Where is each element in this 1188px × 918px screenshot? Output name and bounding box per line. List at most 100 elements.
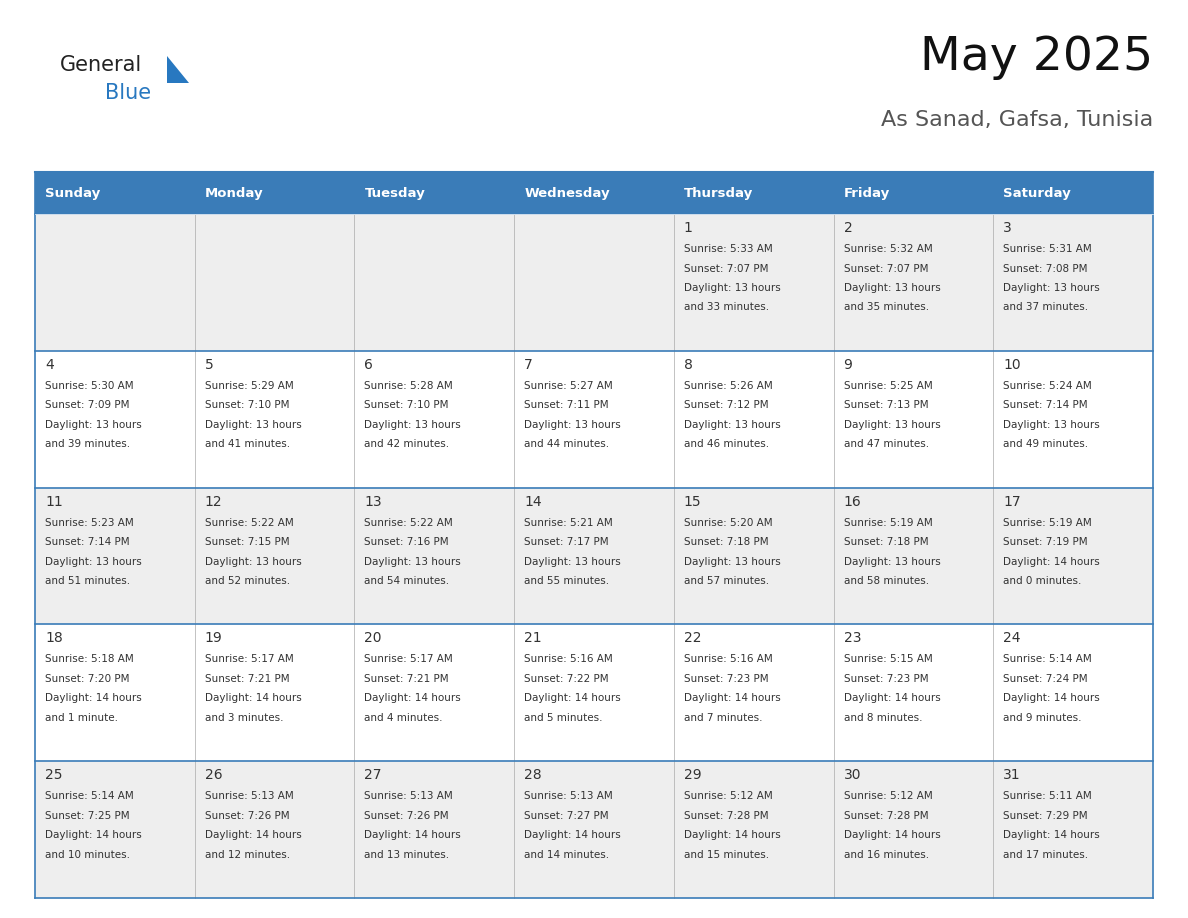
Text: Tuesday: Tuesday (365, 186, 425, 199)
Text: 29: 29 (684, 768, 701, 782)
Text: Daylight: 14 hours: Daylight: 14 hours (843, 693, 941, 703)
Bar (514, 172, 674, 214)
Text: Sunrise: 5:17 AM: Sunrise: 5:17 AM (365, 655, 453, 665)
Text: Sunset: 7:17 PM: Sunset: 7:17 PM (524, 537, 608, 547)
Text: Sunrise: 5:15 AM: Sunrise: 5:15 AM (843, 655, 933, 665)
Text: 14: 14 (524, 495, 542, 509)
Text: and 46 minutes.: and 46 minutes. (684, 440, 769, 449)
Text: Sunrise: 5:28 AM: Sunrise: 5:28 AM (365, 381, 453, 391)
Text: 7: 7 (524, 358, 533, 372)
Text: 17: 17 (1004, 495, 1020, 509)
Text: Daylight: 13 hours: Daylight: 13 hours (45, 420, 141, 430)
Text: Daylight: 13 hours: Daylight: 13 hours (684, 556, 781, 566)
Text: Sunset: 7:24 PM: Sunset: 7:24 PM (1004, 674, 1088, 684)
Text: Daylight: 13 hours: Daylight: 13 hours (204, 556, 302, 566)
Text: Sunset: 7:29 PM: Sunset: 7:29 PM (1004, 811, 1088, 821)
Text: Sunrise: 5:16 AM: Sunrise: 5:16 AM (524, 655, 613, 665)
Text: Sunset: 7:12 PM: Sunset: 7:12 PM (684, 400, 769, 410)
Text: 9: 9 (843, 358, 853, 372)
Text: Sunset: 7:18 PM: Sunset: 7:18 PM (843, 537, 928, 547)
Text: Sunset: 7:28 PM: Sunset: 7:28 PM (843, 811, 928, 821)
Text: Daylight: 14 hours: Daylight: 14 hours (684, 830, 781, 840)
Text: 26: 26 (204, 768, 222, 782)
Text: Daylight: 13 hours: Daylight: 13 hours (684, 283, 781, 293)
Text: and 10 minutes.: and 10 minutes. (45, 850, 129, 859)
Text: Daylight: 13 hours: Daylight: 13 hours (843, 420, 941, 430)
Text: Sunset: 7:23 PM: Sunset: 7:23 PM (684, 674, 769, 684)
Text: Sunrise: 5:25 AM: Sunrise: 5:25 AM (843, 381, 933, 391)
Bar (34, 487, 1154, 624)
Text: 20: 20 (365, 632, 381, 645)
Text: Sunrise: 5:12 AM: Sunrise: 5:12 AM (843, 791, 933, 801)
Text: Sunrise: 5:29 AM: Sunrise: 5:29 AM (204, 381, 293, 391)
Text: Monday: Monday (204, 186, 264, 199)
Text: and 57 minutes.: and 57 minutes. (684, 577, 769, 586)
Text: Sunrise: 5:16 AM: Sunrise: 5:16 AM (684, 655, 772, 665)
Polygon shape (168, 56, 189, 83)
Text: and 37 minutes.: and 37 minutes. (1004, 303, 1088, 312)
Text: Sunset: 7:09 PM: Sunset: 7:09 PM (45, 400, 129, 410)
Bar (674, 172, 834, 214)
Text: 1: 1 (684, 221, 693, 235)
Text: 11: 11 (45, 495, 63, 509)
Text: 27: 27 (365, 768, 381, 782)
Text: Daylight: 14 hours: Daylight: 14 hours (1004, 830, 1100, 840)
Text: Daylight: 13 hours: Daylight: 13 hours (365, 420, 461, 430)
Text: Sunset: 7:11 PM: Sunset: 7:11 PM (524, 400, 608, 410)
Text: Sunset: 7:20 PM: Sunset: 7:20 PM (45, 674, 129, 684)
Bar (34, 761, 1154, 898)
Text: Sunrise: 5:17 AM: Sunrise: 5:17 AM (204, 655, 293, 665)
Text: 13: 13 (365, 495, 383, 509)
Text: Sunset: 7:19 PM: Sunset: 7:19 PM (1004, 537, 1088, 547)
Text: and 47 minutes.: and 47 minutes. (843, 440, 929, 449)
Text: and 8 minutes.: and 8 minutes. (843, 713, 922, 722)
Bar (34, 172, 195, 214)
Text: Daylight: 13 hours: Daylight: 13 hours (45, 556, 141, 566)
Text: and 13 minutes.: and 13 minutes. (365, 850, 449, 859)
Text: Daylight: 13 hours: Daylight: 13 hours (843, 283, 941, 293)
Text: and 42 minutes.: and 42 minutes. (365, 440, 449, 449)
Text: 8: 8 (684, 358, 693, 372)
Text: Daylight: 14 hours: Daylight: 14 hours (204, 830, 302, 840)
Text: Sunrise: 5:19 AM: Sunrise: 5:19 AM (843, 518, 933, 528)
Text: and 9 minutes.: and 9 minutes. (1004, 713, 1082, 722)
Bar (354, 172, 514, 214)
Text: Wednesday: Wednesday (524, 186, 609, 199)
Text: and 14 minutes.: and 14 minutes. (524, 850, 609, 859)
Text: Daylight: 14 hours: Daylight: 14 hours (365, 693, 461, 703)
Text: 24: 24 (1004, 632, 1020, 645)
Text: Sunrise: 5:14 AM: Sunrise: 5:14 AM (1004, 655, 1092, 665)
Text: Sunset: 7:14 PM: Sunset: 7:14 PM (45, 537, 129, 547)
Text: and 4 minutes.: and 4 minutes. (365, 713, 443, 722)
Text: Sunrise: 5:18 AM: Sunrise: 5:18 AM (45, 655, 134, 665)
Text: Sunrise: 5:31 AM: Sunrise: 5:31 AM (1004, 244, 1092, 254)
Text: and 51 minutes.: and 51 minutes. (45, 577, 131, 586)
Text: and 39 minutes.: and 39 minutes. (45, 440, 131, 449)
Text: Sunset: 7:15 PM: Sunset: 7:15 PM (204, 537, 290, 547)
Text: 15: 15 (684, 495, 701, 509)
Text: Daylight: 13 hours: Daylight: 13 hours (365, 556, 461, 566)
Text: 2: 2 (843, 221, 852, 235)
Text: Daylight: 13 hours: Daylight: 13 hours (524, 420, 621, 430)
Text: Sunset: 7:23 PM: Sunset: 7:23 PM (843, 674, 928, 684)
Text: and 5 minutes.: and 5 minutes. (524, 713, 602, 722)
Text: Sunrise: 5:30 AM: Sunrise: 5:30 AM (45, 381, 133, 391)
Text: 23: 23 (843, 632, 861, 645)
Text: and 54 minutes.: and 54 minutes. (365, 577, 449, 586)
Text: Sunrise: 5:22 AM: Sunrise: 5:22 AM (365, 518, 453, 528)
Text: Sunrise: 5:11 AM: Sunrise: 5:11 AM (1004, 791, 1092, 801)
Text: Daylight: 13 hours: Daylight: 13 hours (1004, 283, 1100, 293)
Text: May 2025: May 2025 (920, 35, 1154, 80)
Text: Daylight: 14 hours: Daylight: 14 hours (524, 693, 621, 703)
Text: Daylight: 14 hours: Daylight: 14 hours (684, 693, 781, 703)
Text: Sunrise: 5:26 AM: Sunrise: 5:26 AM (684, 381, 772, 391)
Text: and 16 minutes.: and 16 minutes. (843, 850, 929, 859)
Text: Saturday: Saturday (1004, 186, 1072, 199)
Text: and 17 minutes.: and 17 minutes. (1004, 850, 1088, 859)
Text: Sunset: 7:27 PM: Sunset: 7:27 PM (524, 811, 608, 821)
Text: Sunset: 7:22 PM: Sunset: 7:22 PM (524, 674, 608, 684)
Text: Sunrise: 5:32 AM: Sunrise: 5:32 AM (843, 244, 933, 254)
Text: and 35 minutes.: and 35 minutes. (843, 303, 929, 312)
Text: 22: 22 (684, 632, 701, 645)
Text: Sunrise: 5:27 AM: Sunrise: 5:27 AM (524, 381, 613, 391)
